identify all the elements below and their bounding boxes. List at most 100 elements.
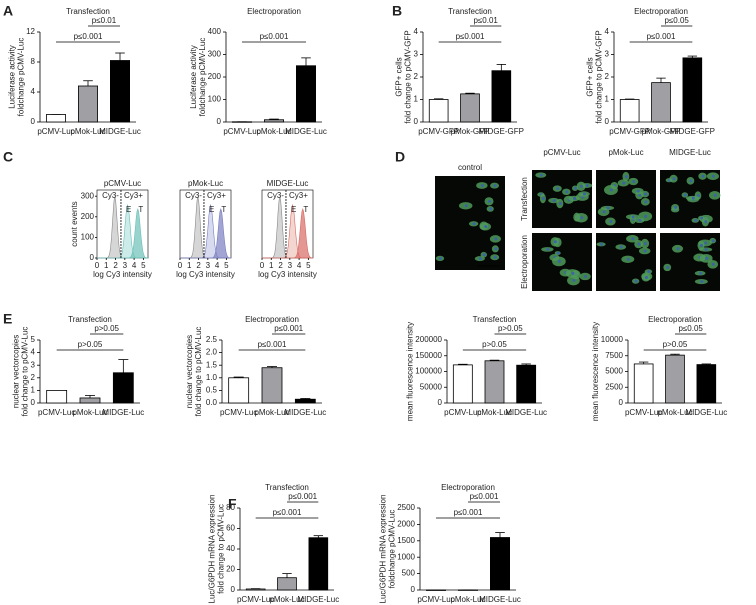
row-label: Electroporation [520,235,529,289]
nucleus [644,214,648,218]
nucleus [711,239,715,243]
significance-label: p≤0.05 [664,16,689,25]
bar [619,99,640,123]
nucleus [480,184,484,188]
x-tick-label: pCMV-Luc [37,127,74,136]
column-label: pMok-Luc [608,148,643,157]
column-label: MIDGE-Luc [669,148,711,157]
panel-letter: B [392,3,402,19]
nucleus [691,196,695,200]
significance-label: p≤0.001 [258,340,287,349]
chart-title: MIDGE-Luc [267,179,309,188]
bar [231,121,252,123]
nucleus [699,243,703,247]
y-tick-label: 2 [31,373,36,382]
nucleus [464,204,468,208]
nucleus [546,247,550,251]
gate-label: Cy3- [185,191,202,200]
x-tick-label: 1 [269,261,274,270]
nucleus [644,192,648,196]
nucleus [571,271,575,275]
chart-title: pMok-Luc [188,179,223,188]
nucleus [644,200,648,204]
bar [484,360,505,404]
nucleus [558,201,562,205]
y-tick-label: 2 [414,72,419,81]
y-tick-label: 2 [605,72,610,81]
nucleus [699,271,703,275]
x-tick-label: 2 [278,261,283,270]
nucleus [636,189,640,193]
bar [489,537,510,591]
x-tick-label: pCMV-Luc [625,408,662,417]
y-axis-label: Luciferase activity [7,45,16,109]
y-tick-label: 2500 [605,382,623,391]
nucleus [672,177,676,181]
chart-title: Transfection [473,315,517,324]
y-tick-label: 50000 [420,382,443,391]
x-tick-label: pMok-Luc [477,408,512,417]
x-tick-label: pCMV-GFP [418,127,459,136]
y-axis-label: Luciferase activity [189,45,198,109]
y-axis-label: foldchange pCMV-Luc [16,38,25,117]
x-tick-label: 1 [187,261,192,270]
nucleus [638,218,642,222]
x-tick-label: pCMV-Luc [417,595,454,604]
y-axis-label: GFP+ cells [586,57,595,96]
nucleus [643,249,647,253]
bar [78,85,99,123]
y-tick-label: 4 [31,348,36,357]
nucleus [494,247,498,251]
y-axis-label: fold change to pCMV-Luc [216,504,225,594]
x-tick-label: MIDGE-Luc [505,408,547,417]
y-tick-label: 0 [619,398,624,407]
x-tick-label: MIDGE-GFP [479,127,524,136]
x-tick-label: 2 [113,261,118,270]
x-tick-label: MIDGE-Luc [479,595,521,604]
x-tick-label: 0 [178,261,183,270]
y-axis-label: Luc/G6PDH mRNA expression [207,495,216,604]
x-tick-label: MIDGE-Luc [284,408,326,417]
y-tick-label: 4 [414,27,419,36]
nucleus [637,242,641,246]
nucleus [584,274,588,278]
significance-label: p≤0.001 [74,32,103,41]
y-axis-label: count events [70,201,79,246]
y-tick-label: 3 [31,360,36,369]
chart-title: Electroporation [441,483,495,492]
panel-letter: D [395,149,405,165]
nucleus [539,173,543,177]
nucleus [689,179,693,183]
x-tick-label: 5 [141,261,146,270]
x-tick-label: MIDGE-Luc [285,127,327,136]
x-tick-label: pMok-Luc [72,408,107,417]
bar [696,364,717,404]
nucleus [556,187,560,191]
significance-label: p>0.05 [482,340,507,349]
y-tick-label: 100 [208,95,222,104]
y-tick-label: 2.0 [206,348,218,357]
significance-label: p≤0.01 [473,16,498,25]
nucleus [557,259,561,263]
nucleus [489,207,493,211]
bar [457,589,478,591]
bar [665,354,685,404]
y-axis-label: Luc/G6PDH mRNA expression [379,495,388,604]
x-tick-label: 3 [288,261,293,270]
x-tick-label: 1 [104,261,109,270]
significance-label: p≤0.001 [260,32,289,41]
bar [633,363,654,404]
bar [261,367,283,404]
x-tick-label: 3 [123,261,128,270]
significance-label: p≤0.001 [274,324,303,333]
y-tick-label: 5 [31,335,36,344]
x-axis-label: log Cy3 intensity [176,270,235,279]
y-tick-label: 2.5 [206,335,218,344]
nucleus [711,262,715,266]
bar [308,537,329,591]
y-tick-label: 0 [231,585,236,594]
bar [112,372,134,404]
significance-label: p≤0.001 [647,32,676,41]
nucleus [572,278,576,282]
x-tick-label: MIDGE-Luc [297,595,339,604]
